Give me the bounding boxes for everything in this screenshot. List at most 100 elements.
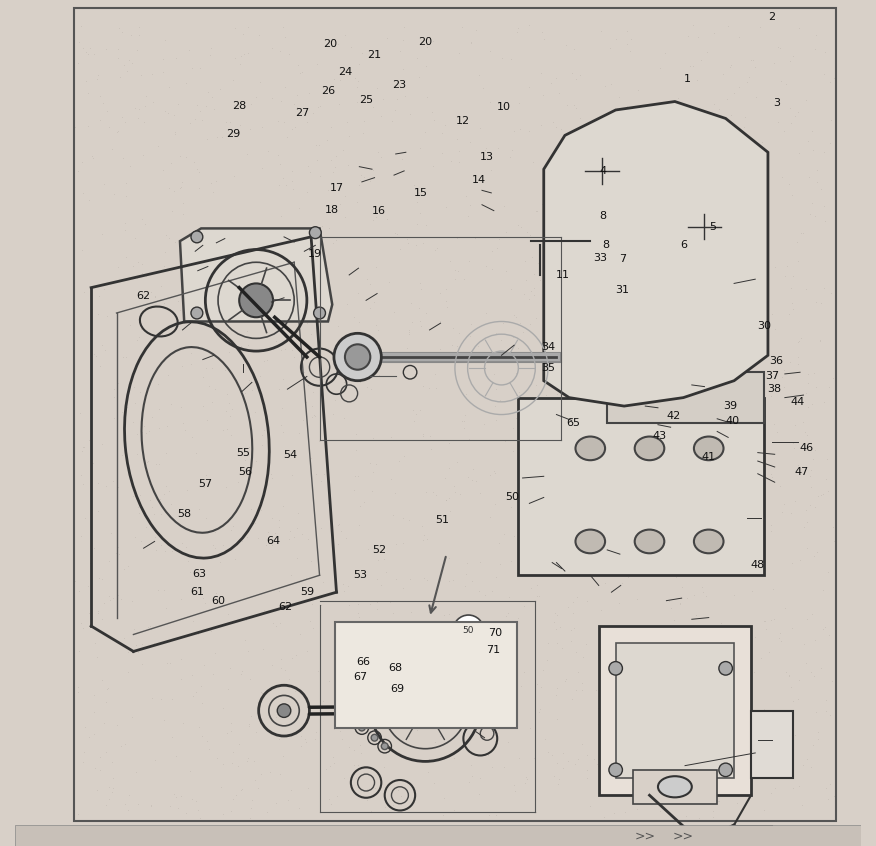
Text: 18: 18 [324,205,338,215]
Text: >>: >> [673,829,694,843]
Text: 20: 20 [322,39,336,49]
FancyArrowPatch shape [429,557,446,613]
Text: 1: 1 [684,74,691,84]
Text: 59: 59 [300,587,314,597]
Circle shape [385,654,420,688]
Circle shape [609,662,623,675]
Text: 25: 25 [359,95,373,105]
Text: 55: 55 [237,448,251,458]
Ellipse shape [635,530,664,553]
Text: 54: 54 [283,450,297,460]
Text: 28: 28 [232,101,246,111]
Text: 47: 47 [795,467,809,477]
Text: 50: 50 [505,492,519,503]
Text: 65: 65 [567,418,581,428]
Text: 19: 19 [307,249,321,259]
Text: 8: 8 [599,211,606,221]
Circle shape [309,227,321,239]
Bar [335,622,517,728]
Text: 62: 62 [279,602,293,613]
Text: 46: 46 [799,443,813,453]
Text: 16: 16 [371,206,385,217]
Text: 6: 6 [680,240,687,250]
Circle shape [362,660,378,677]
Circle shape [314,307,326,319]
Polygon shape [544,102,768,406]
Text: 50: 50 [463,626,474,634]
Circle shape [355,653,385,684]
Text: 2: 2 [768,12,776,22]
Text: 39: 39 [723,401,737,411]
Text: 14: 14 [471,175,485,185]
Circle shape [404,654,438,688]
Text: 27: 27 [295,107,310,118]
Circle shape [371,734,378,741]
Circle shape [719,662,732,675]
Polygon shape [607,372,764,423]
Text: 29: 29 [226,129,240,139]
Text: 7: 7 [618,254,626,264]
Ellipse shape [694,437,724,460]
Text: 33: 33 [593,253,607,263]
Circle shape [435,650,477,692]
Text: 35: 35 [541,363,555,373]
Text: 20: 20 [418,37,433,47]
Bar [598,626,751,795]
Bar [751,711,794,778]
Circle shape [350,711,357,718]
Text: 62: 62 [137,291,151,301]
Bar [74,8,836,821]
Circle shape [719,763,732,777]
Ellipse shape [576,530,605,553]
Text: 48: 48 [751,560,765,570]
Text: 24: 24 [338,67,352,77]
Circle shape [381,743,388,750]
Bar [632,770,717,804]
Text: 57: 57 [198,479,212,489]
Text: 42: 42 [666,411,681,421]
Circle shape [457,650,499,692]
Text: 36: 36 [769,356,783,366]
Text: 41: 41 [702,452,716,462]
Ellipse shape [576,437,605,460]
Text: 12: 12 [456,116,470,126]
Circle shape [404,685,447,728]
Text: 26: 26 [321,86,336,96]
Ellipse shape [658,777,692,797]
Text: 52: 52 [371,545,385,555]
Text: 4: 4 [599,166,606,176]
Text: 31: 31 [616,285,630,295]
Circle shape [429,660,447,677]
Text: 3: 3 [773,98,780,108]
Text: 17: 17 [329,183,343,193]
Text: 21: 21 [368,50,382,60]
Text: 58: 58 [177,509,191,519]
Ellipse shape [635,437,664,460]
Text: 11: 11 [556,270,570,280]
Circle shape [345,344,371,370]
Circle shape [411,661,431,681]
Circle shape [453,615,484,645]
Text: 37: 37 [765,371,780,382]
Circle shape [392,661,413,681]
Text: 34: 34 [540,342,555,352]
Text: 23: 23 [392,80,406,90]
Text: 68: 68 [389,663,403,673]
Circle shape [444,658,470,684]
Ellipse shape [694,530,724,553]
Circle shape [239,283,273,317]
Circle shape [466,658,491,684]
Circle shape [191,307,203,319]
Text: 38: 38 [767,384,781,394]
Circle shape [423,653,453,684]
Text: 67: 67 [353,672,367,682]
Polygon shape [180,228,332,321]
Text: 64: 64 [266,536,280,547]
Bar [15,825,861,846]
Text: 69: 69 [391,684,405,695]
Text: 66: 66 [357,656,371,667]
Text: 71: 71 [486,645,500,655]
Text: 13: 13 [480,151,494,162]
Circle shape [278,704,291,717]
Text: 63: 63 [193,569,207,579]
